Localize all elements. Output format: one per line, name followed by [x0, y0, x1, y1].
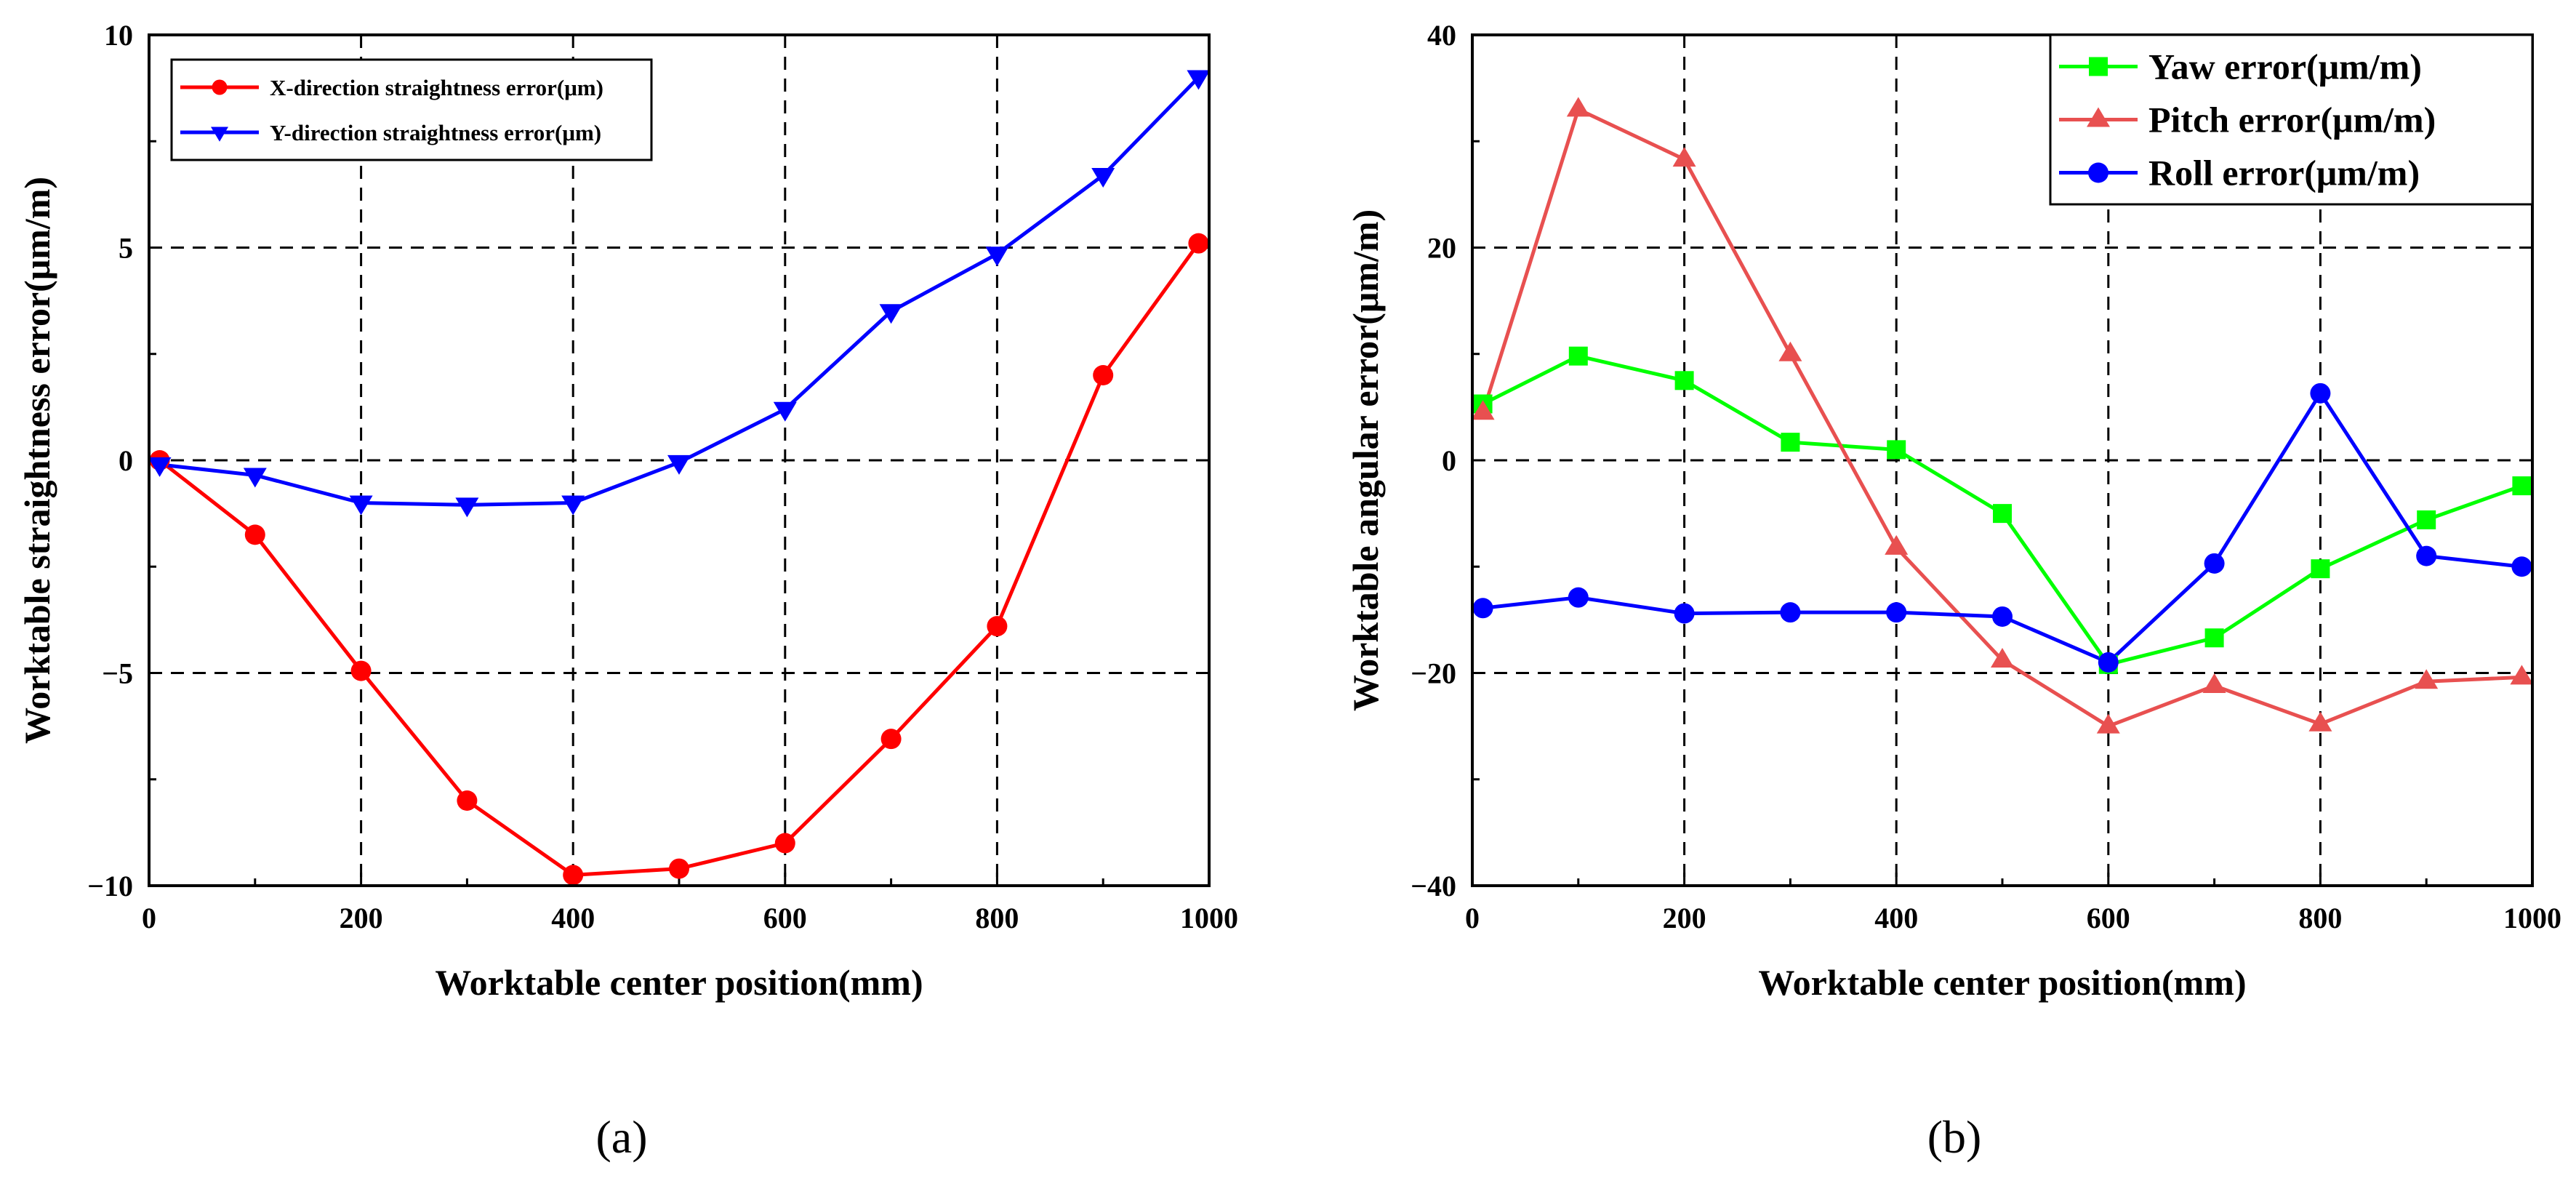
y-tick-label: 5: [119, 232, 133, 265]
x-tick-label: 1000: [2503, 902, 2561, 934]
y-axis-title: Worktable angular error(μm/m): [1345, 209, 1386, 711]
x-tick-label: 400: [1874, 902, 1918, 934]
x-tick-label: 600: [2087, 902, 2130, 934]
x-tick-label: 0: [142, 902, 156, 934]
chart-caption: (a): [595, 1111, 647, 1163]
y-tick-label: −10: [87, 870, 133, 902]
plot-frame: [148, 33, 1211, 887]
data-point: [2202, 673, 2226, 694]
x-tick-label: 200: [340, 902, 383, 934]
data-point: [1674, 371, 1694, 390]
data-point: [880, 729, 902, 750]
x-tick-label: 800: [2298, 902, 2342, 934]
data-point: [148, 457, 172, 477]
data-point: [773, 401, 797, 422]
data-point: [2510, 665, 2534, 685]
data-point: [2511, 556, 2532, 577]
data-point: [1568, 587, 1589, 608]
data-point: [1887, 440, 1906, 460]
data-point: [667, 454, 691, 475]
series-line-0: [159, 242, 1200, 877]
legend-label: Pitch error(μm/m): [2148, 100, 2436, 140]
y-tick-label: 10: [104, 19, 133, 52]
x-tick-label: 400: [551, 902, 595, 934]
data-point: [1672, 147, 1696, 167]
data-point: [2512, 476, 2532, 496]
data-point: [350, 660, 372, 681]
data-point: [1187, 70, 1211, 90]
y-tick-label: −40: [1411, 870, 1456, 902]
data-point: [349, 495, 373, 516]
legend-label: X-direction straightness error(μm): [270, 75, 603, 100]
data-point: [1471, 400, 1495, 420]
legend-label: Yaw error(μm/m): [2148, 47, 2422, 87]
data-point: [2416, 545, 2437, 566]
plot-frame: [1471, 33, 2534, 887]
data-point: [561, 495, 585, 516]
data-point: [1886, 602, 1907, 623]
data-point: [2204, 553, 2225, 574]
data-point: [2311, 559, 2330, 579]
data-point: [2096, 713, 2120, 734]
data-point: [987, 616, 1008, 637]
y-tick-label: 0: [1442, 444, 1456, 477]
x-tick-label: 200: [1663, 902, 1706, 934]
legend: X-direction straightness error(μm) Y-dire…: [170, 58, 653, 161]
data-point: [2310, 382, 2331, 404]
data-point: [1093, 365, 1114, 385]
data-point: [1778, 341, 1802, 361]
chart-b: 0 200 400 600 800 1000 −40 −20 0 20 40 Worktable ce…: [1345, 19, 2561, 1163]
data-point: [774, 833, 795, 854]
legend-swatch-marker: [2088, 162, 2108, 183]
legend-label: Roll error(μm/m): [2148, 153, 2420, 193]
x-tick-label: 600: [763, 902, 807, 934]
legend: Yaw error(μm/m) Pitch error(μm/m) Roll err…: [2049, 33, 2534, 206]
data-point: [1780, 602, 1801, 623]
data-point: [1885, 534, 1909, 555]
data-point: [985, 247, 1009, 267]
data-point: [1568, 346, 1588, 366]
data-point: [1566, 97, 1590, 117]
data-point: [879, 304, 903, 324]
data-point: [2417, 510, 2436, 529]
data-point: [669, 858, 689, 879]
x-axis-title: Worktable center position(mm): [1758, 962, 2246, 1003]
data-point: [1188, 233, 1209, 254]
legend-swatch-marker: [212, 79, 228, 95]
legend-label: Y-direction straightness error(μm): [270, 120, 601, 145]
data-point: [1674, 603, 1695, 624]
legend-swatch-marker: [2087, 107, 2110, 127]
data-point: [2308, 711, 2332, 732]
y-tick-label: 20: [1427, 232, 1456, 265]
data-point: [457, 790, 478, 811]
y-tick-label: −20: [1411, 657, 1456, 690]
chart-a: 0 200 400 600 800 1000 −10 −5 0 5 10 Worktable cent…: [17, 19, 1238, 1163]
data-point: [244, 524, 265, 545]
legend-box: [170, 58, 653, 161]
data-point: [455, 497, 479, 518]
data-point: [2415, 669, 2439, 689]
data-point: [1472, 598, 1493, 619]
data-point: [2098, 652, 2119, 673]
x-tick-label: 1000: [1180, 902, 1238, 934]
data-point: [1781, 433, 1800, 452]
y-axis-title: Worktable straightness error(μm/m): [17, 177, 57, 744]
chart-caption: (b): [1927, 1111, 1982, 1163]
legend-swatch-marker: [211, 127, 228, 142]
data-point: [243, 468, 267, 488]
data-point: [1993, 504, 2012, 524]
data-point: [563, 865, 584, 886]
data-point: [1991, 647, 2014, 668]
y-tick-label: 0: [119, 444, 133, 477]
data-point: [1091, 168, 1115, 188]
x-tick-label: 800: [975, 902, 1019, 934]
legend-swatch-marker: [2089, 57, 2108, 76]
x-tick-label: 0: [1465, 902, 1480, 934]
data-point: [1992, 606, 2013, 627]
x-axis-title: Worktable center position(mm): [435, 962, 923, 1003]
y-tick-label: 40: [1427, 19, 1456, 52]
data-point: [2204, 628, 2224, 648]
y-tick-label: −5: [102, 657, 133, 690]
